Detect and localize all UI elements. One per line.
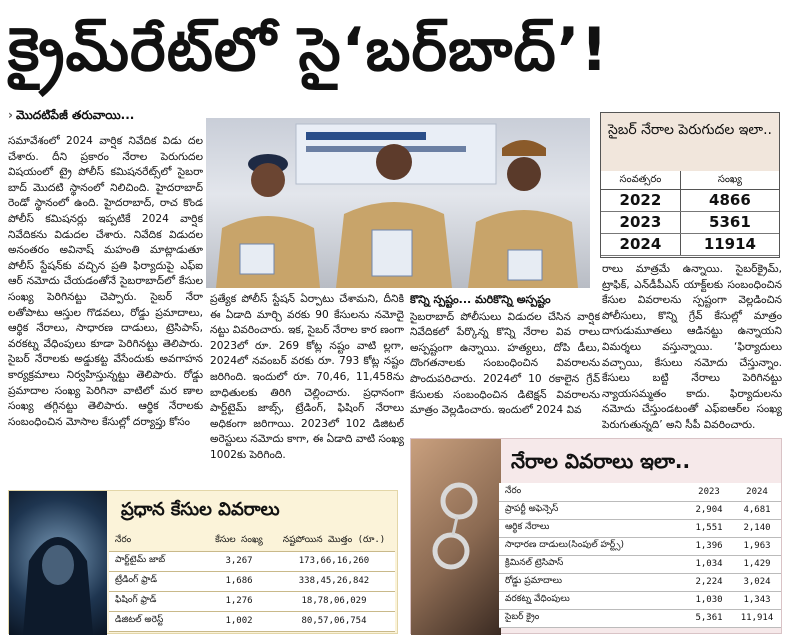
officers-illustration: [216, 123, 578, 288]
table-row: డిజిటల్ అరెస్ట్ 1,002 80,57,06,754: [109, 611, 395, 632]
value-2024: 1,343: [733, 591, 781, 610]
crime-cell: ఆర్థిక నేరాలు: [499, 519, 685, 538]
amount-cell: 80,57,06,754: [273, 611, 395, 632]
cyber-growth-box: సైబర్ నేరాల పెరుగుదల ఇలా.. సంవత్సరం సంఖ్…: [600, 112, 780, 258]
cases-cell: 3,267: [205, 551, 273, 572]
column-header-2024: 2024: [733, 483, 781, 502]
table-row: క్రిమినల్ ట్రెసిపాస్ 1,034 1,429: [499, 555, 781, 574]
column-header-count: సంఖ్య: [680, 171, 779, 190]
value-2024: 4,681: [733, 501, 781, 520]
value-2024: 3,024: [733, 573, 781, 592]
crime-cell: సాధారణ దాడులు(సింపుల్ హర్ట్స్): [499, 537, 685, 556]
amount-cell: 18,78,06,029: [273, 591, 395, 612]
press-conference-photo: [206, 118, 590, 288]
count-cell: 5361: [680, 211, 779, 234]
cyber-growth-title: సైబర్ నేరాల పెరుగుదల ఇలా..: [601, 113, 779, 171]
crime-cell: క్రిమినల్ ట్రెసిపాస్: [499, 555, 685, 574]
column-3-body: సైబరాబాద్ పోలీసులు విడుదల చేసిన వార్షిక …: [410, 310, 600, 417]
column-header-amount: నష్టపోయిన మొత్తం (రూ.): [273, 531, 395, 552]
year-cell: 2024: [601, 233, 681, 256]
major-cases-table: నేరం కేసుల సంఖ్య నష్టపోయిన మొత్తం (రూ.) …: [109, 531, 395, 632]
table-row: రోడ్డు ప్రమాదాలు 2,224 3,024: [499, 573, 781, 592]
year-cell: 2023: [601, 211, 681, 234]
table-row: సైబర్ క్రైం 5,361 11,914: [499, 609, 781, 628]
amount-cell: 173,66,16,260: [273, 551, 395, 572]
handcuffs-illustration: [432, 482, 478, 570]
value-2023: 2,224: [685, 573, 733, 592]
value-2024: 1,429: [733, 555, 781, 574]
value-2024: 1,963: [733, 537, 781, 556]
article-column-4: రాలు మాత్రమే ఉన్నాయి. సైబర్‌క్రైమ్, ట్రా…: [602, 263, 782, 431]
value-2024: 11,914: [733, 609, 781, 628]
cases-cell: 1,276: [205, 591, 273, 612]
article-column-1: సమావేశంలో 2024 వార్షిక నివేదిక విడు దల చ…: [8, 135, 203, 428]
column-3-subheading: కొన్ని స్పష్టం... మరికొన్ని అస్పష్టం: [410, 293, 551, 306]
value-2023: 1,551: [685, 519, 733, 538]
article-column-3: కొన్ని స్పష్టం... మరికొన్ని అస్పష్టం సైబ…: [410, 292, 600, 427]
table-row: సాధారణ దాడులు(సింపుల్ హర్ట్స్) 1,396 1,963: [499, 537, 781, 556]
table-row: పార్ట్‌టైమ్ జాబ్ 3,267 173,66,16,260: [109, 551, 395, 572]
table-row: 2024 11914: [601, 233, 779, 256]
cases-cell: 1,002: [205, 611, 273, 632]
crime-cell: ప్రాపర్టీ అఫెన్సెస్: [499, 501, 685, 520]
column-header-2023: 2023: [685, 483, 733, 502]
handcuffs-image: [411, 439, 501, 635]
chevron-right-icon: ›: [8, 108, 13, 122]
crime-cell: వరకట్న వేధింపులు: [499, 591, 685, 610]
amount-cell: 338,45,26,842: [273, 571, 395, 592]
count-cell: 4866: [680, 189, 779, 212]
major-cases-title: ప్రధాన కేసుల వివరాలు: [121, 499, 280, 520]
article-column-2: ప్రత్యేక పోలీస్ స్టేషన్ ఏర్పాటు చేశామని,…: [210, 293, 404, 461]
table-row: ఫిషింగ్ ఫ్రాడ్ 1,276 18,78,06,029: [109, 591, 395, 612]
value-2023: 1,396: [685, 537, 733, 556]
column-header-year: సంవత్సరం: [601, 171, 681, 190]
table-row: 2023 5361: [601, 211, 779, 234]
crime-cell: ట్రేడింగ్ ఫ్రాడ్: [109, 571, 205, 592]
crime-cell: డిజిటల్ అరెస్ట్: [109, 611, 205, 632]
crime-details-title: నేరాల వివరాలు ఇలా..: [511, 449, 691, 473]
crime-details-table: నేరం 2023 2024 ప్రాపర్టీ అఫెన్సెస్ 2,904 4…: [499, 483, 781, 628]
cyber-growth-table: సంవత్సరం సంఖ్య 2022 4866 2023 5361 2024 …: [601, 171, 779, 256]
table-row: వరకట్న వేధింపులు 1,030 1,343: [499, 591, 781, 610]
count-cell: 11914: [680, 233, 779, 256]
table-row: ట్రేడింగ్ ఫ్రాడ్ 1,686 338,45,26,842: [109, 571, 395, 592]
table-row: ఆర్థిక నేరాలు 1,551 2,140: [499, 519, 781, 538]
value-2023: 1,030: [685, 591, 733, 610]
value-2023: 2,904: [685, 501, 733, 520]
value-2023: 5,361: [685, 609, 733, 628]
continued-text: మొదటిపేజీ తరువాయి...: [15, 108, 135, 122]
major-cases-box: ప్రధాన కేసుల వివరాలు నేరం కేసుల సంఖ్య నష…: [8, 490, 398, 635]
table-row: ప్రాపర్టీ అఫెన్సెస్ 2,904 4,681: [499, 501, 781, 520]
hacker-image: [9, 491, 107, 635]
crime-cell: సైబర్ క్రైం: [499, 609, 685, 628]
column-header-crime: నేరం: [109, 531, 205, 552]
crime-cell: రోడ్డు ప్రమాదాలు: [499, 573, 685, 592]
hooded-hacker-illustration: [23, 537, 93, 635]
crime-cell: ఫిషింగ్ ఫ్రాడ్: [109, 591, 205, 612]
cases-cell: 1,686: [205, 571, 273, 592]
table-row: 2022 4866: [601, 189, 779, 212]
column-header-cases: కేసుల సంఖ్య: [205, 531, 273, 552]
value-2024: 2,140: [733, 519, 781, 538]
crime-details-box: నేరాల వివరాలు ఇలా.. నేరం 2023 2024 ప్రాప…: [410, 438, 782, 635]
value-2023: 1,034: [685, 555, 733, 574]
year-cell: 2022: [601, 189, 681, 212]
crime-cell: పార్ట్‌టైమ్ జాబ్: [109, 551, 205, 572]
continued-label: › మొదటిపేజీ తరువాయి...: [8, 108, 134, 125]
column-header-crime: నేరం: [499, 483, 685, 502]
headline: క్రైమ్‌రేట్‌లో సై‘బర్‌బాద్‌’!: [8, 15, 609, 85]
